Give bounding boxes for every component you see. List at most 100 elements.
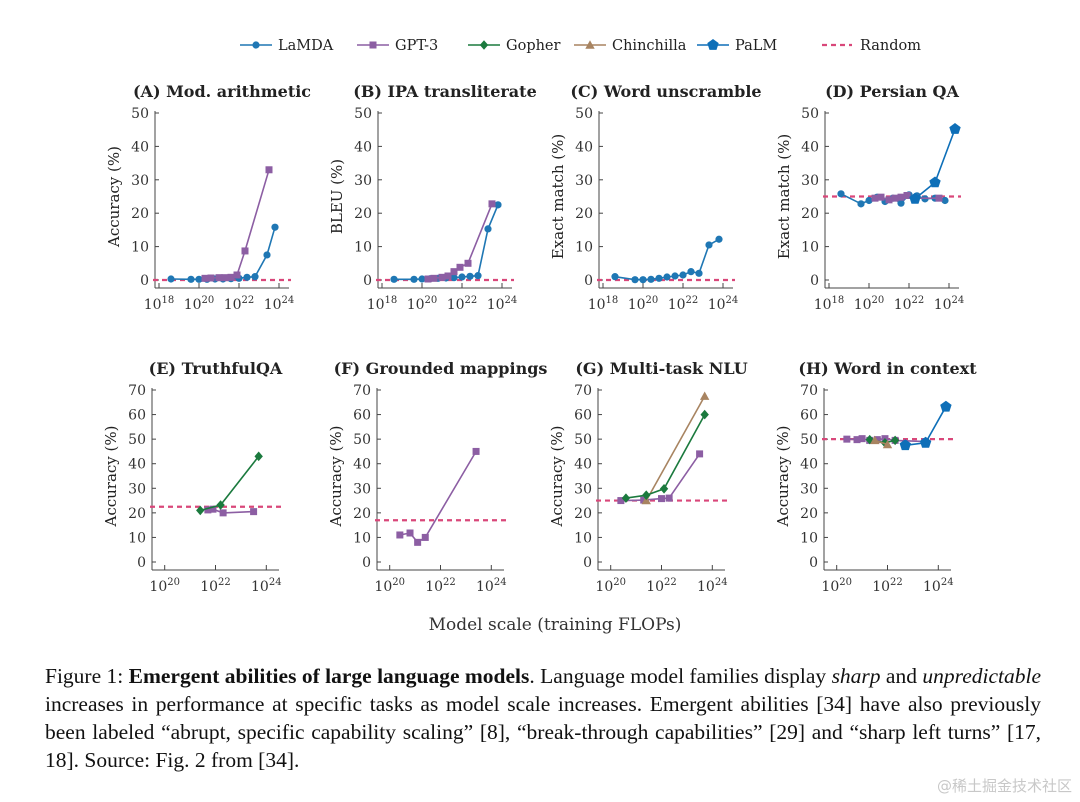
data-point-lamda [715,235,723,243]
y-tick-label: 30 [128,481,146,497]
data-point-palm [899,439,911,451]
data-point-gopher [196,505,205,516]
caption-italic-unpredictable: unpredictable [922,664,1041,688]
y-tick-label: 50 [128,432,146,448]
y-tick-label: 0 [137,555,146,571]
data-point-gpt-3 [414,538,422,546]
y-tick-label: 60 [353,408,371,424]
x-tick-label: 1020 [374,577,405,595]
data-point-gpt-3 [406,529,414,537]
x-tick-label: 1022 [224,295,255,313]
legend-marker-chinchilla [585,40,595,49]
data-point-lamda [865,196,873,205]
data-point-gopher [659,483,669,494]
x-tick-label: 1020 [821,577,852,595]
series-line-gpt-3 [399,450,477,544]
y-tick-label: 20 [801,206,819,222]
y-tick-label: 20 [354,206,372,222]
y-tick-label: 30 [575,173,593,189]
y-tick-label: 20 [353,506,371,522]
data-point-gpt-3 [227,273,235,281]
y-tick-label: 50 [575,106,593,122]
data-point-lamda [466,272,474,280]
y-tick-label: 40 [574,457,592,473]
legend-label-palm: PaLM [735,38,777,54]
x-tick-label: 1018 [814,295,845,313]
data-point-palm [949,123,961,134]
data-point-gpt-3 [871,194,879,202]
data-point-gpt-3 [665,494,673,502]
y-tick-label: 50 [353,432,371,448]
legend-label-gopher: Gopher [506,38,561,54]
data-point-lamda [390,275,398,283]
data-point-gpt-3 [877,193,885,201]
caption-text-1: . Language model families display [529,664,832,688]
data-point-gpt-3 [885,196,893,204]
y-tick-label: 10 [575,240,593,256]
data-point-palm [929,176,941,188]
data-point-lamda [458,273,466,281]
data-point-gpt-3 [209,505,217,513]
y-tick-label: 0 [809,555,818,571]
panel-title: (G) Multi-task NLU [575,359,747,378]
data-point-lamda [611,273,619,281]
y-axis-label: Accuracy (%) [105,146,123,248]
data-point-gpt-3 [265,166,273,174]
y-tick-label: 30 [354,173,372,189]
data-point-lamda [418,275,426,283]
y-tick-label: 30 [131,173,149,189]
legend-label-gpt-3: GPT-3 [395,38,438,54]
data-point-gpt-3 [658,495,665,503]
y-tick-label: 30 [353,481,371,497]
y-tick-label: 30 [574,481,592,497]
x-tick-label: 1024 [934,295,965,313]
y-tick-label: 50 [801,106,819,122]
x-tick-label: 1022 [200,577,231,595]
x-tick-label: 1024 [264,295,295,313]
legend-label-lamda: LaMDA [278,38,334,54]
y-tick-label: 20 [575,206,593,222]
y-tick-label: 70 [353,383,371,399]
x-tick-label: 1024 [487,295,518,313]
data-point-gpt-3 [640,496,648,504]
data-point-gpt-3 [430,274,438,282]
data-point-chinchilla [699,391,710,400]
x-tick-label: 1018 [588,295,619,313]
data-point-lamda [167,275,175,283]
panel-title: (A) Mod. arithmetic [133,82,311,101]
data-point-gpt-3 [472,447,480,455]
y-tick-label: 40 [800,457,818,473]
y-tick-label: 40 [575,139,593,155]
data-point-palm [940,400,952,412]
caption-label: Figure 1: [45,664,129,688]
x-tick-label: 1022 [425,577,456,595]
y-tick-label: 10 [801,240,819,256]
data-point-gpt-3 [935,194,943,202]
data-point-gpt-3 [858,435,866,443]
y-tick-label: 70 [800,383,818,399]
data-point-lamda [631,276,639,284]
data-point-lamda [941,196,949,205]
y-tick-label: 20 [800,506,818,522]
data-point-gopher [216,500,225,510]
y-tick-label: 10 [353,530,371,546]
panel-title: (C) Word unscramble [570,82,761,101]
data-point-lamda [243,273,251,281]
y-tick-label: 50 [574,432,592,448]
y-axis-label: Exact match (%) [775,134,793,260]
data-point-palm [919,436,932,448]
data-point-gpt-3 [696,450,704,458]
y-axis-label: Accuracy (%) [327,425,345,527]
data-point-palm [909,192,921,204]
series-line-gopher [625,414,706,499]
panel-title: (F) Grounded mappings [334,359,548,378]
x-tick-label: 1024 [697,577,728,595]
y-tick-label: 50 [800,432,818,448]
data-point-gpt-3 [204,506,212,514]
legend-marker-palm [707,39,719,50]
